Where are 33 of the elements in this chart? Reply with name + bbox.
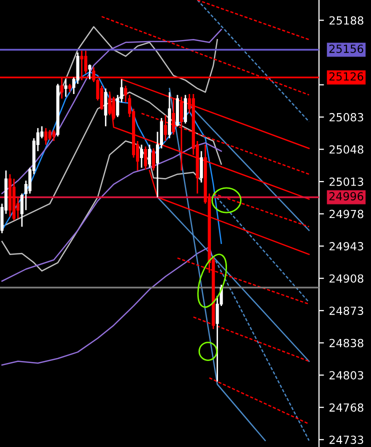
candlestick: [184, 94, 187, 124]
candlestick: [44, 127, 48, 146]
y-tick-label: 24908: [330, 274, 364, 283]
candlestick: [104, 88, 108, 127]
candlestick: [48, 129, 52, 141]
candlestick: [52, 129, 56, 142]
y-tick-label: 25188: [330, 16, 364, 25]
candlestick: [140, 144, 144, 168]
y-tick-label: 25013: [330, 178, 364, 186]
candlestick: [112, 96, 116, 121]
y-tick-label: 25083: [330, 113, 364, 122]
y-tick-label: 24943: [330, 242, 364, 250]
y-tick-label: 24768: [330, 403, 364, 412]
ref-line-label: 24996: [329, 192, 364, 200]
candlestick: [152, 148, 156, 172]
candlestick: [64, 78, 68, 98]
candlestick: [200, 150, 203, 184]
line-series: [1, 246, 214, 366]
ref-line-label: 25156: [329, 44, 364, 53]
y-tick-label: 24733: [330, 436, 364, 444]
candlestick: [148, 144, 152, 168]
ref-line-label: 25126: [329, 72, 364, 81]
line-series: [1, 28, 222, 194]
y-tick-label: 24838: [330, 338, 364, 348]
candlestick: [144, 146, 148, 170]
line-series: [1, 142, 222, 282]
line-series: [1, 71, 222, 244]
y-tick-label: 24873: [330, 306, 364, 315]
y-tick-label: 25048: [330, 145, 364, 154]
candlestick: [88, 64, 92, 80]
y-tick-label: 24803: [330, 371, 364, 380]
line-series: [1, 140, 202, 272]
y-tick-label: 24978: [330, 210, 364, 218]
